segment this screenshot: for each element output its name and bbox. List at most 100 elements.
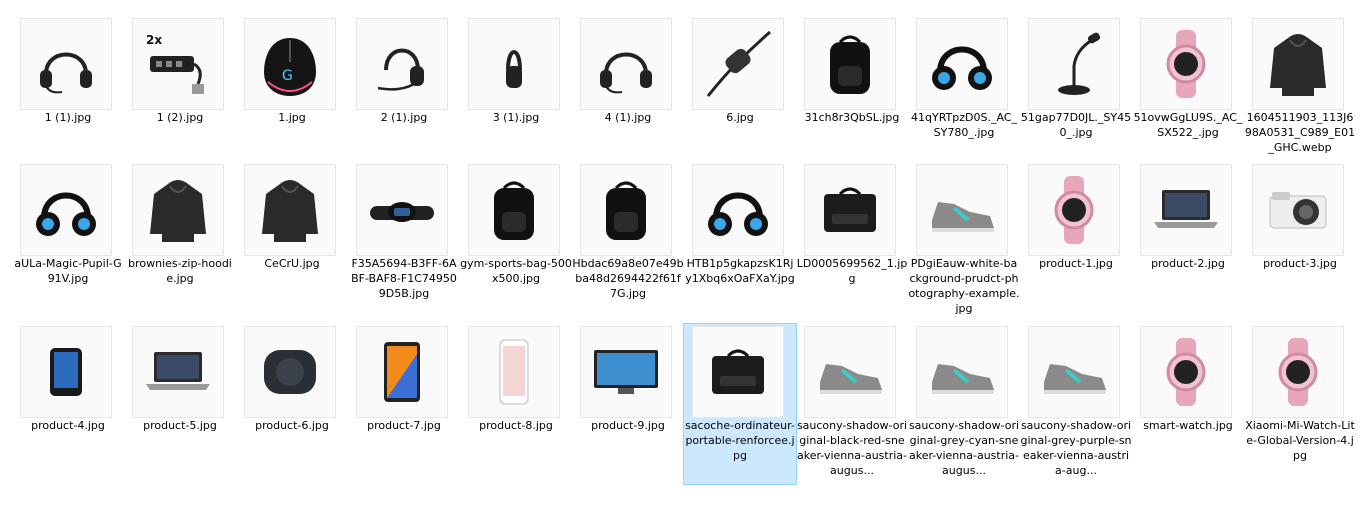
- file-thumbnail[interactable]: [468, 18, 560, 110]
- file-item[interactable]: product-3.jpg: [1244, 162, 1356, 322]
- file-thumbnail[interactable]: [244, 326, 336, 418]
- file-name-label[interactable]: 1 (1).jpg: [44, 111, 92, 124]
- file-item[interactable]: product-9.jpg: [572, 324, 684, 484]
- file-item[interactable]: HTB1p5gkapzsK1Rjy1Xbq6xOaFXaY.jpg: [684, 162, 796, 322]
- file-thumbnail[interactable]: [244, 164, 336, 256]
- file-item[interactable]: 2 (1).jpg: [348, 16, 460, 162]
- file-name-label[interactable]: 51gap77D0JL._SY450_.jpg: [1020, 111, 1132, 139]
- file-item[interactable]: 51gap77D0JL._SY450_.jpg: [1020, 16, 1132, 162]
- file-name-label[interactable]: PDgiEauw-white-background-prudct-photogr…: [908, 257, 1020, 315]
- file-thumbnail[interactable]: [20, 326, 112, 418]
- file-name-label[interactable]: product-7.jpg: [367, 419, 441, 432]
- file-thumbnail[interactable]: [804, 18, 896, 110]
- file-thumbnail[interactable]: [916, 18, 1008, 110]
- file-name-label[interactable]: 1604511903_113J698A0531_C989_E01_GHC.web…: [1244, 111, 1356, 154]
- file-name-label[interactable]: 3 (1).jpg: [492, 111, 540, 124]
- file-thumbnail[interactable]: [692, 164, 784, 256]
- file-item[interactable]: Hbdac69a8e07e49bba48d2694422f61f7G.jpg: [572, 162, 684, 322]
- file-name-label[interactable]: product-5.jpg: [143, 419, 217, 432]
- file-thumbnail[interactable]: [580, 326, 672, 418]
- file-thumbnail[interactable]: [1028, 164, 1120, 256]
- file-name-label[interactable]: 2 (1).jpg: [380, 111, 428, 124]
- file-name-label[interactable]: smart-watch.jpg: [1143, 419, 1233, 432]
- file-thumbnail[interactable]: [1252, 164, 1344, 256]
- file-item[interactable]: 3 (1).jpg: [460, 16, 572, 162]
- file-name-label[interactable]: 31ch8r3QbSL.jpg: [804, 111, 900, 124]
- file-item[interactable]: 1604511903_113J698A0531_C989_E01_GHC.web…: [1244, 16, 1356, 162]
- file-thumbnail[interactable]: [1252, 18, 1344, 110]
- file-item[interactable]: saucony-shadow-original-grey-cyan-sneake…: [908, 324, 1020, 484]
- file-item[interactable]: product-1.jpg: [1020, 162, 1132, 322]
- file-thumbnail[interactable]: G: [244, 18, 336, 110]
- file-item[interactable]: G 1.jpg: [236, 16, 348, 162]
- file-thumbnail[interactable]: [1028, 326, 1120, 418]
- file-name-label[interactable]: CeCrU.jpg: [264, 257, 320, 270]
- file-name-label[interactable]: product-4.jpg: [31, 419, 105, 432]
- file-item[interactable]: product-8.jpg: [460, 324, 572, 484]
- file-item[interactable]: brownies-zip-hoodie.jpg: [124, 162, 236, 322]
- file-item[interactable]: Xiaomi-Mi-Watch-Lite-Global-Version-4.jp…: [1244, 324, 1356, 484]
- file-thumbnail[interactable]: [1252, 326, 1344, 418]
- file-name-label[interactable]: 4 (1).jpg: [604, 111, 652, 124]
- file-name-label[interactable]: saucony-shadow-original-grey-cyan-sneake…: [908, 419, 1020, 477]
- file-thumbnail[interactable]: [580, 18, 672, 110]
- file-name-label[interactable]: 1.jpg: [278, 111, 306, 124]
- file-name-label[interactable]: LD0005699562_1.jpg: [796, 257, 908, 285]
- file-thumbnail[interactable]: [1140, 18, 1232, 110]
- file-thumbnail[interactable]: [804, 164, 896, 256]
- file-name-label[interactable]: Xiaomi-Mi-Watch-Lite-Global-Version-4.jp…: [1245, 419, 1355, 462]
- file-thumbnail[interactable]: [132, 164, 224, 256]
- file-thumbnail[interactable]: [468, 326, 560, 418]
- file-name-label[interactable]: 6.jpg: [726, 111, 754, 124]
- file-item[interactable]: 51ovwGgLU9S._AC_SX522_.jpg: [1132, 16, 1244, 162]
- file-item[interactable]: smart-watch.jpg: [1132, 324, 1244, 484]
- file-item[interactable]: product-7.jpg: [348, 324, 460, 484]
- file-thumbnail[interactable]: 2x: [132, 18, 224, 110]
- file-thumbnail[interactable]: [20, 18, 112, 110]
- file-item[interactable]: 1 (1).jpg: [12, 16, 124, 162]
- file-item[interactable]: saucony-shadow-original-black-red-sneake…: [796, 324, 908, 484]
- file-name-label[interactable]: product-2.jpg: [1151, 257, 1225, 270]
- file-item[interactable]: 4 (1).jpg: [572, 16, 684, 162]
- file-name-label[interactable]: F35A5694-B3FF-6ABF-BAF8-F1C749509D5B.jpg: [351, 257, 457, 300]
- file-item[interactable]: gym-sports-bag-500x500.jpg: [460, 162, 572, 322]
- file-name-label[interactable]: gym-sports-bag-500x500.jpg: [460, 257, 572, 285]
- file-thumbnail[interactable]: [916, 164, 1008, 256]
- file-thumbnail[interactable]: [356, 164, 448, 256]
- file-name-label[interactable]: aULa-Magic-Pupil-G91V.jpg: [14, 257, 122, 285]
- file-item[interactable]: CeCrU.jpg: [236, 162, 348, 322]
- file-name-label[interactable]: product-1.jpg: [1039, 257, 1113, 270]
- file-name-label[interactable]: product-9.jpg: [591, 419, 665, 432]
- file-item[interactable]: saucony-shadow-original-grey-purple-snea…: [1020, 324, 1132, 484]
- file-name-label[interactable]: product-8.jpg: [479, 419, 553, 432]
- file-thumbnail[interactable]: [356, 18, 448, 110]
- file-item[interactable]: LD0005699562_1.jpg: [796, 162, 908, 322]
- file-item[interactable]: product-6.jpg: [236, 324, 348, 484]
- file-name-label[interactable]: saucony-shadow-original-grey-purple-snea…: [1020, 419, 1132, 477]
- file-item[interactable]: sacoche-ordinateur-portable-renforcee.jp…: [683, 323, 797, 485]
- file-name-label[interactable]: Hbdac69a8e07e49bba48d2694422f61f7G.jpg: [572, 257, 684, 300]
- file-name-label[interactable]: 1 (2).jpg: [156, 111, 204, 124]
- file-item[interactable]: 41qYRTpzD0S._AC_SY780_.jpg: [908, 16, 1020, 162]
- file-item[interactable]: product-2.jpg: [1132, 162, 1244, 322]
- file-item[interactable]: 6.jpg: [684, 16, 796, 162]
- file-thumbnail[interactable]: [468, 164, 560, 256]
- file-item[interactable]: product-5.jpg: [124, 324, 236, 484]
- file-thumbnail[interactable]: [132, 326, 224, 418]
- file-thumbnail[interactable]: [804, 326, 896, 418]
- file-thumbnail[interactable]: [692, 326, 784, 418]
- file-thumbnail[interactable]: [1140, 326, 1232, 418]
- file-item[interactable]: F35A5694-B3FF-6ABF-BAF8-F1C749509D5B.jpg: [348, 162, 460, 322]
- file-name-label[interactable]: product-6.jpg: [255, 419, 329, 432]
- file-item[interactable]: aULa-Magic-Pupil-G91V.jpg: [12, 162, 124, 322]
- file-thumbnail[interactable]: [692, 18, 784, 110]
- file-thumbnail[interactable]: [1140, 164, 1232, 256]
- file-thumbnail[interactable]: [20, 164, 112, 256]
- file-thumbnail[interactable]: [580, 164, 672, 256]
- file-name-label[interactable]: sacoche-ordinateur-portable-renforcee.jp…: [685, 419, 795, 462]
- file-thumbnail[interactable]: [1028, 18, 1120, 110]
- file-item[interactable]: 31ch8r3QbSL.jpg: [796, 16, 908, 162]
- file-thumbnail[interactable]: [356, 326, 448, 418]
- file-name-label[interactable]: 51ovwGgLU9S._AC_SX522_.jpg: [1133, 111, 1243, 139]
- file-name-label[interactable]: HTB1p5gkapzsK1Rjy1Xbq6xOaFXaY.jpg: [685, 257, 795, 285]
